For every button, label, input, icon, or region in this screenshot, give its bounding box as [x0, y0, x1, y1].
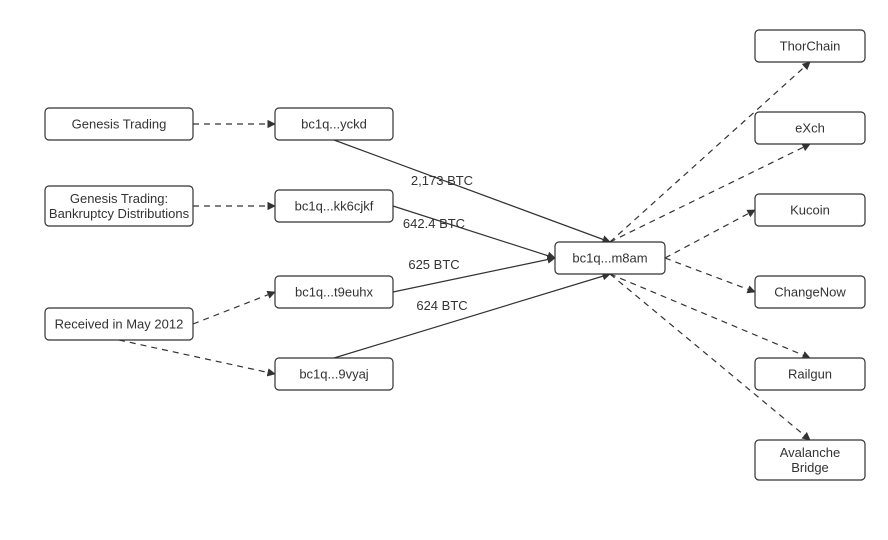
node-addr_9vy-label-line-0: bc1q...9vyaj — [299, 366, 368, 381]
node-avalanche-label-line-1: Bridge — [791, 460, 829, 475]
node-addr_9vy: bc1q...9vyaj — [275, 358, 393, 390]
edge-label-addr_t9e-to-addr_m8am: 625 BTC — [408, 257, 459, 272]
node-railgun: Railgun — [755, 358, 865, 390]
node-kucoin: Kucoin — [755, 194, 865, 226]
edge-label-addr_kk6-to-addr_m8am: 642.4 BTC — [403, 216, 465, 231]
node-received_2012: Received in May 2012 — [45, 308, 193, 340]
node-genesis_trading-label-line-0: Genesis Trading — [72, 116, 167, 131]
edge-addr_m8am-to-exch — [610, 144, 810, 242]
node-exch-label-line-0: eXch — [795, 120, 825, 135]
edge-label-addr_yckd-to-addr_m8am: 2,173 BTC — [411, 173, 473, 188]
node-thorchain: ThorChain — [755, 30, 865, 62]
node-addr_kk6-label-line-0: bc1q...kk6cjkf — [295, 198, 374, 213]
node-exch: eXch — [755, 112, 865, 144]
node-avalanche: AvalancheBridge — [755, 440, 865, 480]
node-addr_yckd-label-line-0: bc1q...yckd — [301, 116, 367, 131]
edge-addr_m8am-to-changenow — [665, 258, 755, 292]
node-genesis_trading: Genesis Trading — [45, 108, 193, 140]
node-addr_m8am-label-line-0: bc1q...m8am — [572, 250, 647, 265]
node-railgun-label-line-0: Railgun — [788, 366, 832, 381]
node-thorchain-label-line-0: ThorChain — [780, 38, 841, 53]
edge-received_2012-to-addr_9vy — [119, 340, 275, 374]
edge-addr_kk6-to-addr_m8am — [393, 206, 555, 258]
node-genesis_bankrupt-label-line-1: Bankruptcy Distributions — [49, 206, 190, 221]
nodes-layer: Genesis Trading Genesis Trading:Bankruptc… — [45, 30, 865, 480]
node-genesis_bankrupt: Genesis Trading:Bankruptcy Distributions — [45, 186, 193, 226]
node-changenow: ChangeNow — [755, 276, 865, 308]
node-addr_m8am: bc1q...m8am — [555, 242, 665, 274]
edges-layer: 2,173 BTC 642.4 BTC 625 BTC 624 BTC — [119, 62, 810, 440]
node-addr_t9e-label-line-0: bc1q...t9euhx — [295, 284, 374, 299]
edge-addr_m8am-to-kucoin — [665, 210, 755, 258]
edge-received_2012-to-addr_t9e — [193, 292, 275, 324]
node-addr_yckd: bc1q...yckd — [275, 108, 393, 140]
node-changenow-label-line-0: ChangeNow — [774, 284, 846, 299]
node-kucoin-label-line-0: Kucoin — [790, 202, 830, 217]
node-addr_t9e: bc1q...t9euhx — [275, 276, 393, 308]
node-received_2012-label-line-0: Received in May 2012 — [55, 316, 184, 331]
node-avalanche-label-line-0: Avalanche — [780, 445, 840, 460]
edge-label-addr_9vy-to-addr_m8am: 624 BTC — [416, 298, 467, 313]
flow-diagram: 2,173 BTC642.4 BTC625 BTC624 BTCGenesis … — [0, 0, 888, 540]
node-genesis_bankrupt-label-line-0: Genesis Trading: — [70, 191, 168, 206]
node-addr_kk6: bc1q...kk6cjkf — [275, 190, 393, 222]
